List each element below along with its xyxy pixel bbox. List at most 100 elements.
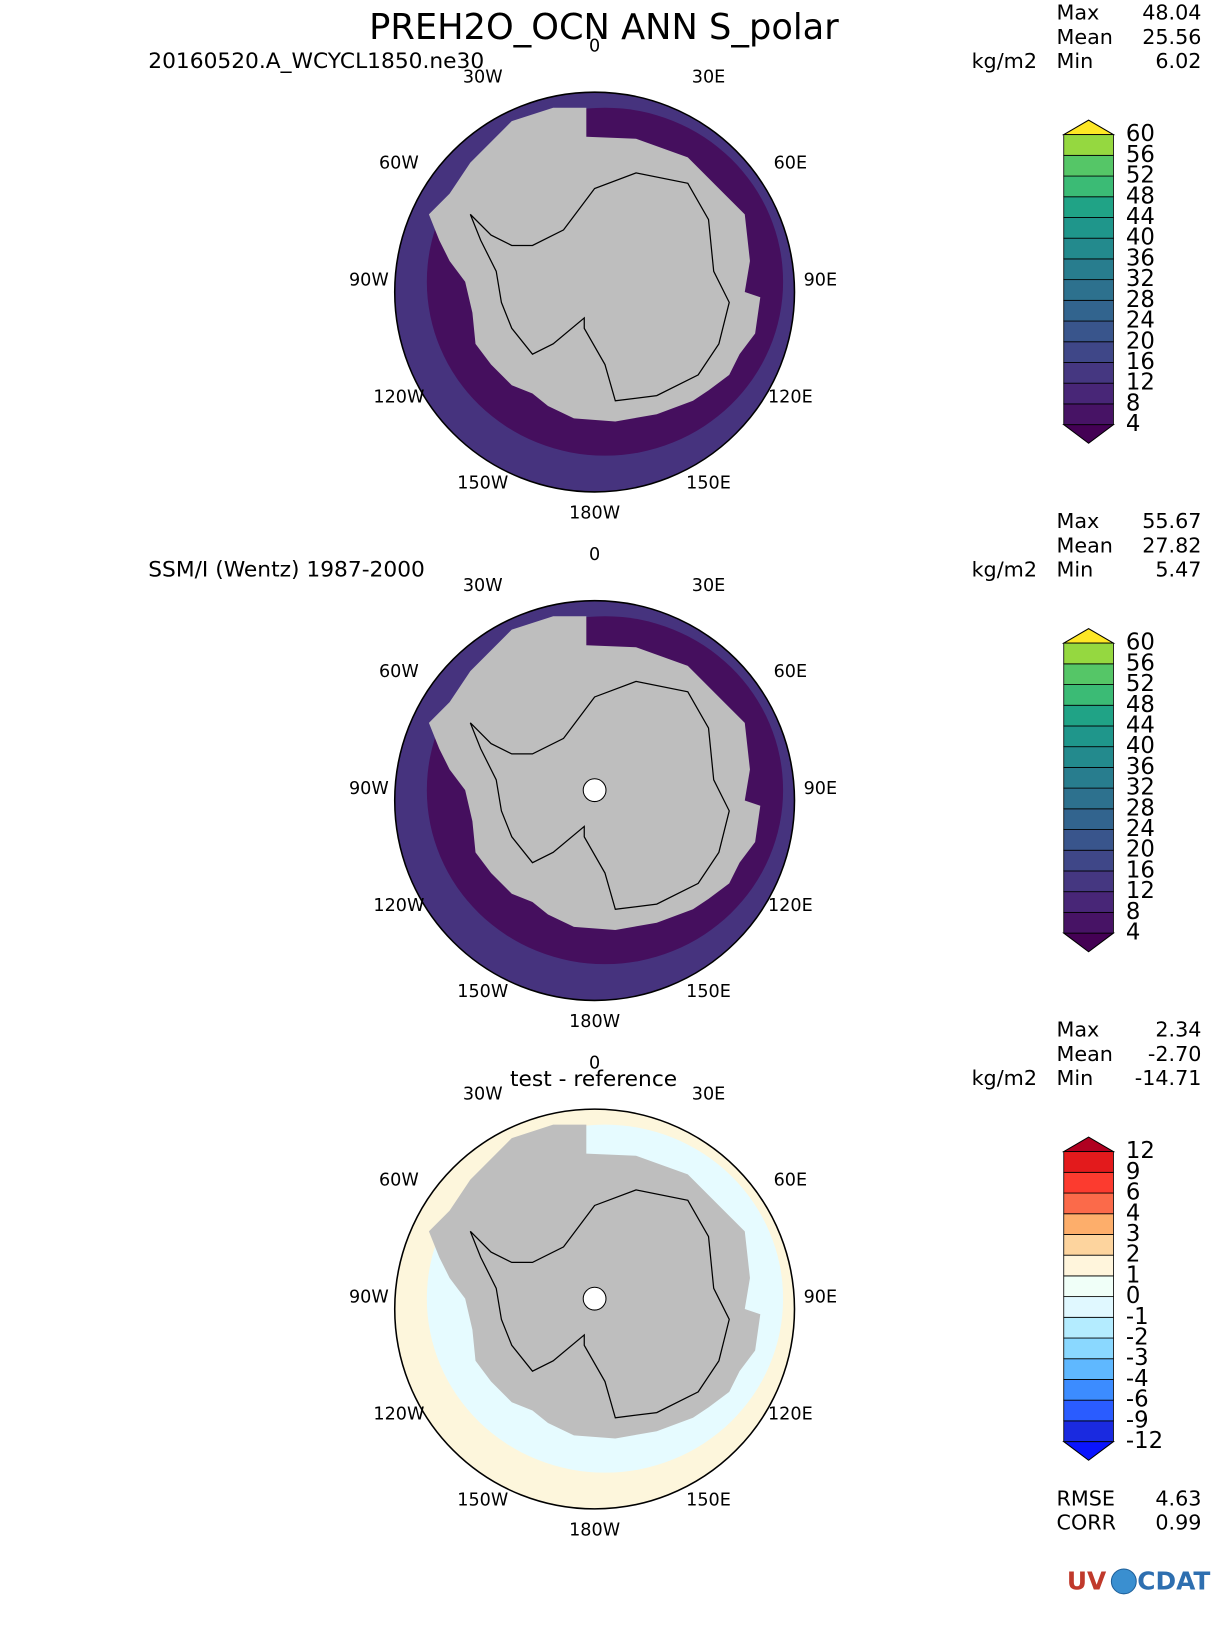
colorbar-above <box>1061 119 1116 136</box>
colorbar-box <box>1063 341 1114 363</box>
lon-label: 0 <box>589 1054 600 1074</box>
lon-label: 60E <box>774 1171 808 1191</box>
stat-value: 27.82 <box>1142 533 1201 557</box>
map-border <box>393 1108 796 1510</box>
colorbar-above <box>1061 628 1116 644</box>
colorbar-label: 4 <box>1126 411 1140 437</box>
colorbar-label: 9 <box>1126 1159 1140 1185</box>
lon-label: 0 <box>589 37 600 57</box>
stat-label: Min <box>1056 1066 1093 1090</box>
lon-label: 180W <box>569 504 620 524</box>
colorbar-label: 16 <box>1126 349 1155 375</box>
stat-label: Max <box>1056 509 1099 533</box>
polar-map <box>393 1108 796 1510</box>
colorbar-below <box>1062 424 1116 444</box>
colorbar-box <box>1063 258 1114 281</box>
stat-label: Max <box>1056 1017 1099 1041</box>
colorbar-label: 24 <box>1126 816 1155 842</box>
colorbar-box <box>1063 1420 1114 1443</box>
stat-value: 5.47 <box>1155 558 1201 582</box>
colorbar-box <box>1063 1358 1114 1380</box>
map-border <box>393 91 796 493</box>
colorbar-box <box>1063 684 1114 706</box>
pole-marker <box>582 778 607 803</box>
colorbar-box <box>1063 642 1114 665</box>
colorbar-box <box>1063 1316 1114 1339</box>
stat-value: -14.71 <box>1135 1066 1202 1090</box>
colorbar-label: 28 <box>1126 287 1155 313</box>
lon-label: 150E <box>686 982 731 1002</box>
stat-label: Min <box>1056 558 1093 582</box>
map-border <box>393 599 796 1002</box>
land-mask <box>428 1124 761 1439</box>
units: kg/m2 <box>972 558 1037 582</box>
colorbar-box <box>1063 663 1114 685</box>
colorbar-label: -1 <box>1126 1304 1149 1330</box>
logo-right: CDAT <box>1137 1566 1210 1595</box>
colorbar-label: 20 <box>1126 837 1155 863</box>
lon-label: 60W <box>379 154 419 174</box>
colorbar-label: 6 <box>1126 1180 1140 1206</box>
colorbar-label: 32 <box>1126 775 1155 801</box>
colorbar-label: 12 <box>1126 878 1155 904</box>
colorbar-label: 60 <box>1126 121 1155 147</box>
stat-value: 25.56 <box>1142 25 1201 49</box>
pole-marker <box>582 1286 607 1311</box>
colorbar-box <box>1063 299 1114 322</box>
figure-title: PREH2O_OCN ANN S_polar <box>369 7 839 48</box>
colorbar-label: 28 <box>1126 795 1155 821</box>
colorbar-box <box>1063 911 1114 934</box>
lon-label: 120W <box>373 896 424 916</box>
colorbar-box <box>1063 1192 1114 1215</box>
units: kg/m2 <box>972 1066 1037 1090</box>
lon-label: 150W <box>457 474 508 494</box>
colorbar-below <box>1062 932 1116 953</box>
lon-label: 90E <box>804 779 838 799</box>
colorbar-label: 0 <box>1126 1283 1140 1309</box>
colorbar-box <box>1063 766 1114 789</box>
lon-label: 120E <box>768 388 813 408</box>
colorbar-box <box>1063 746 1114 768</box>
colorbar-label: 48 <box>1126 692 1155 718</box>
lon-label: 90W <box>349 271 389 291</box>
colorbar-box <box>1063 1254 1114 1277</box>
coastline <box>469 680 730 910</box>
colorbar-box <box>1063 704 1114 727</box>
colorbar-label: 3 <box>1126 1221 1140 1247</box>
colorbar-label: -2 <box>1126 1325 1149 1351</box>
colorbar-box <box>1063 279 1114 301</box>
colorbar-box <box>1063 1151 1114 1173</box>
lon-label: 90E <box>804 271 838 291</box>
colorbar-label: 8 <box>1126 899 1140 925</box>
colorbar-label: 52 <box>1126 671 1155 697</box>
colorbar-box <box>1063 1296 1114 1318</box>
colorbar-box <box>1063 1234 1114 1256</box>
panel-subtitle: 20160520.A_WCYCL1850.ne30 <box>148 49 484 74</box>
lon-label: 30W <box>463 576 503 596</box>
colorbar-box <box>1063 1399 1114 1422</box>
colorbar-label: 12 <box>1126 370 1155 396</box>
lon-label: 30W <box>463 68 503 88</box>
lon-label: 120W <box>373 388 424 408</box>
lon-label: 60W <box>379 1171 419 1191</box>
colorbar-label: 4 <box>1126 1200 1140 1226</box>
colorbar-label: 44 <box>1126 712 1155 738</box>
footer-stat-value: 0.99 <box>1155 1510 1201 1534</box>
lon-label: 180W <box>569 1521 620 1541</box>
colorbar-label: 8 <box>1126 390 1140 416</box>
colorbar-label: 56 <box>1126 650 1155 676</box>
stat-label: Mean <box>1056 533 1112 557</box>
colorbar-label: 44 <box>1126 204 1155 230</box>
panel-subtitle: test - reference <box>510 1067 677 1092</box>
lon-label: 90E <box>804 1288 838 1308</box>
stat-value: 2.34 <box>1155 1017 1201 1041</box>
lon-label: 60E <box>774 154 808 174</box>
lon-label: 30E <box>692 1085 726 1105</box>
colorbar-box <box>1063 891 1114 913</box>
colorbar-label: 4 <box>1126 920 1140 946</box>
lon-label: 30E <box>692 68 726 88</box>
colorbar-box <box>1063 362 1114 384</box>
colorbar-box <box>1063 1275 1114 1298</box>
stat-value: 6.02 <box>1155 49 1201 73</box>
footer-stat-value: 4.63 <box>1155 1487 1201 1511</box>
